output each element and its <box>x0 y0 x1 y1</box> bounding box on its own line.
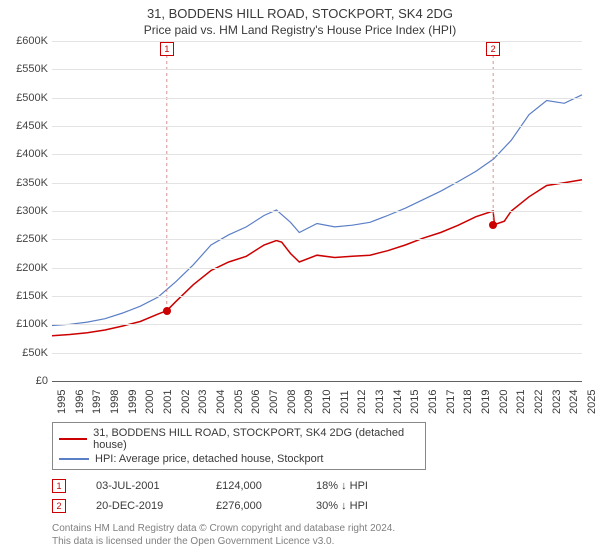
x-tick-label: 2006 <box>250 390 262 414</box>
x-tick-label: 2015 <box>409 390 421 414</box>
x-tick-label: 2013 <box>374 390 386 414</box>
x-tick-label: 2021 <box>515 390 527 414</box>
chart-title: 31, BODDENS HILL ROAD, STOCKPORT, SK4 2D… <box>0 0 600 21</box>
x-tick-label: 2017 <box>445 390 457 414</box>
y-tick-label: £350K <box>4 177 48 189</box>
y-tick-label: £400K <box>4 148 48 160</box>
x-tick-label: 2022 <box>533 390 545 414</box>
y-tick-label: £550K <box>4 63 48 75</box>
y-tick-label: £150K <box>4 290 48 302</box>
x-tick-label: 2001 <box>162 390 174 414</box>
legend-label: 31, BODDENS HILL ROAD, STOCKPORT, SK4 2D… <box>93 427 419 451</box>
legend-swatch <box>59 458 89 460</box>
x-tick-label: 2024 <box>568 390 580 414</box>
x-tick-label: 2018 <box>462 390 474 414</box>
x-tick-label: 2002 <box>180 390 192 414</box>
x-tick-label: 2023 <box>551 390 563 414</box>
x-tick-label: 2016 <box>427 390 439 414</box>
event-marker-icon: 1 <box>160 42 174 56</box>
y-tick-label: £200K <box>4 262 48 274</box>
y-tick-label: £300K <box>4 205 48 217</box>
footer-line: Contains HM Land Registry data © Crown c… <box>52 522 600 535</box>
y-tick-label: £250K <box>4 233 48 245</box>
x-tick-label: 2020 <box>498 390 510 414</box>
x-tick-label: 2010 <box>321 390 333 414</box>
series-line-property <box>52 180 582 336</box>
legend: 31, BODDENS HILL ROAD, STOCKPORT, SK4 2D… <box>52 422 426 470</box>
legend-item-property: 31, BODDENS HILL ROAD, STOCKPORT, SK4 2D… <box>59 426 419 452</box>
sale-date: 03-JUL-2001 <box>96 480 186 492</box>
x-tick-label: 1999 <box>127 390 139 414</box>
price-chart: £0£50K£100K£150K£200K£250K£300K£350K£400… <box>52 41 582 382</box>
y-tick-label: £0 <box>4 375 48 387</box>
sale-events-table: 1 03-JUL-2001 £124,000 18% ↓ HPI 2 20-DE… <box>52 476 600 516</box>
x-tick-label: 2011 <box>339 390 351 414</box>
marker-square-icon: 1 <box>52 479 66 493</box>
marker-square-icon: 2 <box>52 499 66 513</box>
x-tick-label: 2008 <box>286 390 298 414</box>
y-tick-label: £450K <box>4 120 48 132</box>
y-tick-label: £500K <box>4 92 48 104</box>
x-tick-label: 1995 <box>56 390 68 414</box>
sale-delta: 18% ↓ HPI <box>316 480 368 492</box>
sale-price: £124,000 <box>216 480 286 492</box>
legend-swatch <box>59 438 87 440</box>
sale-dot-icon <box>163 307 171 315</box>
x-tick-label: 2000 <box>144 390 156 414</box>
x-tick-label: 2025 <box>586 390 598 414</box>
x-tick-label: 2007 <box>268 390 280 414</box>
y-tick-label: £100K <box>4 318 48 330</box>
legend-label: HPI: Average price, detached house, Stoc… <box>95 453 324 465</box>
x-tick-label: 2004 <box>215 390 227 414</box>
x-tick-label: 2003 <box>197 390 209 414</box>
x-tick-label: 2009 <box>303 390 315 414</box>
x-axis-labels: 1995 1996 1997 1998 1999 2000 2001 2002 2003 2004… <box>52 382 582 420</box>
footer-line: This data is licensed under the Open Gov… <box>52 535 600 548</box>
y-tick-label: £600K <box>4 35 48 47</box>
y-tick-label: £50K <box>4 347 48 359</box>
x-tick-label: 2012 <box>356 390 368 414</box>
x-tick-label: 2014 <box>392 390 404 414</box>
legend-item-hpi: HPI: Average price, detached house, Stoc… <box>59 452 419 466</box>
x-tick-label: 1996 <box>74 390 86 414</box>
table-row: 1 03-JUL-2001 £124,000 18% ↓ HPI <box>52 476 600 496</box>
sale-price: £276,000 <box>216 500 286 512</box>
event-marker-icon: 2 <box>486 42 500 56</box>
attribution-footer: Contains HM Land Registry data © Crown c… <box>52 522 600 548</box>
x-tick-label: 1997 <box>91 390 103 414</box>
sale-date: 20-DEC-2019 <box>96 500 186 512</box>
x-tick-label: 2005 <box>233 390 245 414</box>
sale-dot-icon <box>489 221 497 229</box>
x-tick-label: 1998 <box>109 390 121 414</box>
table-row: 2 20-DEC-2019 £276,000 30% ↓ HPI <box>52 496 600 516</box>
x-tick-label: 2019 <box>480 390 492 414</box>
chart-subtitle: Price paid vs. HM Land Registry's House … <box>0 21 600 41</box>
sale-delta: 30% ↓ HPI <box>316 500 368 512</box>
